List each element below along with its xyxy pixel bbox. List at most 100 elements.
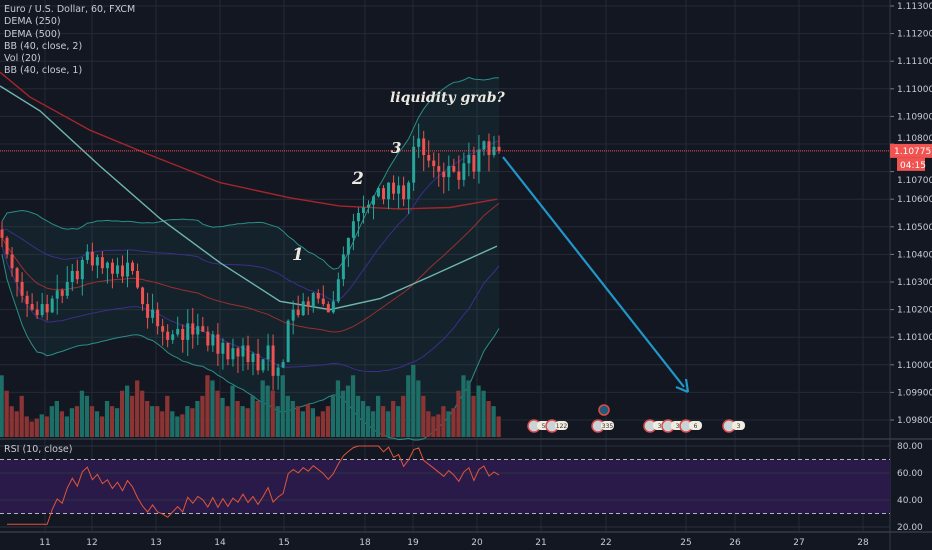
- event-marker-flag-icon[interactable]: 3: [722, 419, 745, 433]
- candle-body: [241, 345, 245, 357]
- event-marker-flag-icon[interactable]: 6: [679, 419, 702, 433]
- event-marker-flag-icon[interactable]: 335: [591, 419, 614, 433]
- x-tick-label: 21: [535, 538, 546, 548]
- indicator-dema-250[interactable]: DEMA (250): [4, 16, 61, 28]
- candle-body: [181, 328, 185, 340]
- volume-bar: [185, 406, 190, 437]
- volume-bar: [104, 401, 110, 437]
- volume-bar: [491, 406, 496, 437]
- volume-bar: [130, 395, 135, 437]
- wave-2-label: 2: [351, 169, 364, 189]
- x-tick-label: 19: [407, 538, 419, 548]
- candle-body: [141, 287, 145, 305]
- y-tick-label: 1.10200: [897, 306, 932, 316]
- price-badge: [890, 143, 932, 158]
- volume-bar: [315, 416, 321, 437]
- volume-bar: [260, 380, 265, 437]
- x-tick-label: 12: [86, 538, 97, 548]
- rsi-legend[interactable]: RSI (10, close): [4, 444, 73, 455]
- bb2-lower-line: [1, 254, 500, 441]
- candle-body: [191, 323, 195, 335]
- candle-body: [437, 166, 441, 172]
- indicator-bb-2[interactable]: BB (40, close, 2): [4, 40, 83, 52]
- rsi-band: [0, 459, 890, 514]
- volume-bar: [360, 401, 366, 437]
- y-tick-label: 1.10500: [897, 223, 932, 233]
- volume-bar: [285, 395, 290, 437]
- candle-body: [151, 309, 155, 318]
- rsi-tick-label: 80.00: [897, 442, 923, 452]
- candle-body: [5, 237, 9, 255]
- bb1-lower-line: [1, 245, 500, 373]
- volume-bar: [350, 375, 356, 437]
- marker-count-bg: [732, 421, 745, 430]
- volume-bar: [320, 411, 326, 437]
- x-tick-label: 27: [793, 538, 804, 548]
- volume-bar: [190, 408, 195, 437]
- volume-bar: [220, 397, 225, 437]
- candle-body: [326, 304, 330, 313]
- volume-bar: [305, 404, 310, 437]
- indicator-vol[interactable]: Vol (20): [4, 53, 41, 65]
- candle-body: [432, 160, 436, 167]
- candle-body: [136, 270, 140, 288]
- marker-count: 3: [658, 423, 662, 430]
- volume-bar: [215, 390, 220, 437]
- wave-1-label: 1: [292, 245, 304, 265]
- bb-basis-line: [1, 202, 500, 333]
- rsi-tick-label: 60.00: [897, 469, 923, 479]
- candle-body: [306, 301, 310, 307]
- candle-body: [231, 348, 235, 360]
- volume-bar: [421, 395, 426, 437]
- indicator-bb-1[interactable]: BB (40, close, 1): [4, 65, 83, 77]
- volume-bar: [124, 385, 130, 437]
- marker-count-bg: [555, 421, 568, 430]
- event-marker-flag-icon[interactable]: 122: [545, 419, 568, 433]
- volume-bar: [476, 385, 481, 437]
- symbol-title[interactable]: Euro / U.S. Dollar, 60, FXCM: [4, 4, 136, 15]
- volume-bar: [94, 411, 100, 437]
- arrow-head-icon: [675, 378, 690, 394]
- volume-bar: [245, 408, 250, 437]
- candle-body: [161, 326, 165, 332]
- candle-body: [281, 362, 285, 368]
- volume-bar: [300, 411, 305, 437]
- volume-bar: [140, 390, 145, 437]
- volume-bar: [345, 385, 351, 437]
- volume-bar: [109, 406, 115, 437]
- candle-body: [30, 304, 34, 310]
- candle-body: [472, 155, 476, 172]
- candle-body: [417, 138, 421, 147]
- volume-bar: [451, 408, 456, 437]
- x-tick-label: 15: [278, 538, 289, 548]
- volume-bar: [370, 411, 376, 437]
- marker-count: 122: [556, 423, 568, 430]
- y-tick-label: 1.11100: [897, 57, 932, 67]
- candle-body: [35, 309, 39, 316]
- indicator-dema-500[interactable]: DEMA (500): [4, 28, 61, 40]
- y-tick-label: 1.10800: [897, 134, 932, 144]
- volume-bar: [456, 390, 461, 437]
- bb2-upper-line: [1, 76, 499, 270]
- candle-body: [65, 282, 69, 296]
- candle-body: [407, 182, 411, 200]
- volume-bar: [391, 401, 396, 437]
- volume-bar: [205, 375, 210, 437]
- candle-body: [492, 146, 496, 156]
- candle-body: [382, 188, 386, 200]
- volume-bar: [29, 421, 34, 437]
- x-tick-label: 18: [359, 538, 371, 548]
- candle-body: [40, 304, 44, 316]
- candle-body: [55, 290, 59, 299]
- candle-body: [45, 304, 49, 313]
- candle-body: [171, 334, 175, 340]
- volume-bar: [401, 395, 406, 437]
- marker-count: 3: [676, 423, 680, 430]
- volume-bar: [99, 416, 105, 437]
- candle-body: [291, 309, 295, 321]
- dema-500-line: [0, 85, 498, 311]
- volume-bar: [365, 406, 371, 437]
- candle-body: [341, 254, 345, 280]
- candle-body: [286, 320, 290, 363]
